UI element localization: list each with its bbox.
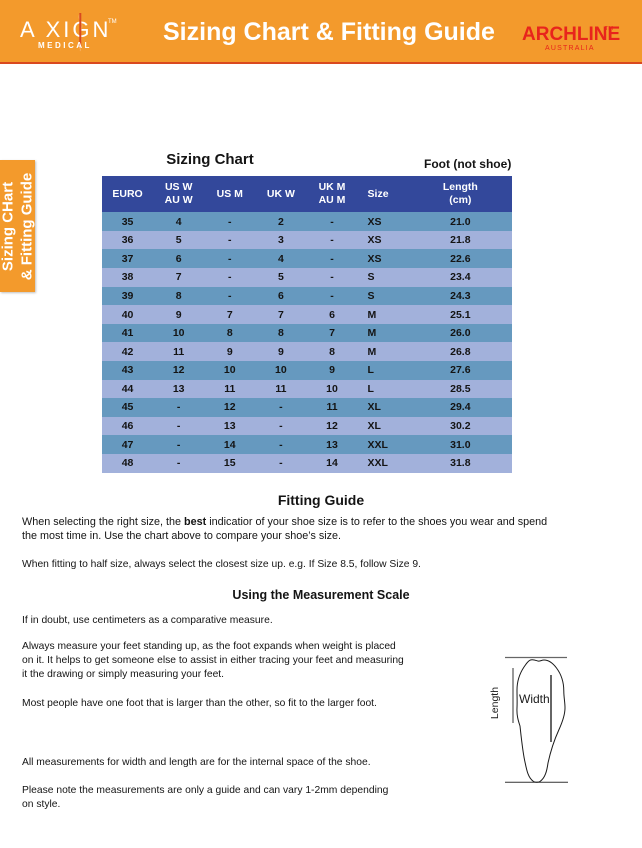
svg-text:TM: TM xyxy=(108,19,117,25)
svg-text:A XIGN: A XIGN xyxy=(20,17,111,42)
svg-text:MEDICAL: MEDICAL xyxy=(38,41,92,50)
svg-text:TM: TM xyxy=(605,26,613,32)
svg-text:AUSTRALIA: AUSTRALIA xyxy=(545,45,595,52)
